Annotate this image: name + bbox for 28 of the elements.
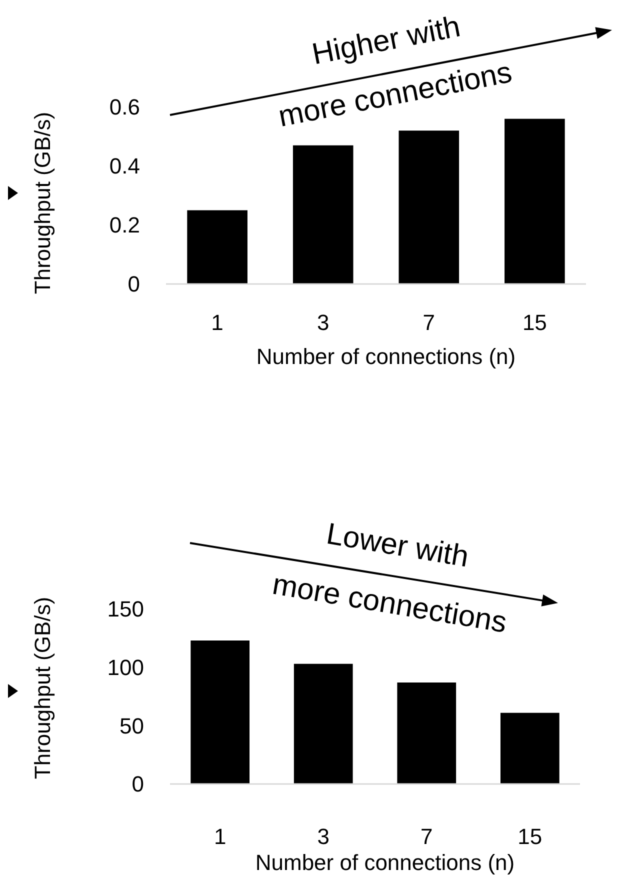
bar bbox=[504, 118, 565, 284]
x-tick-label: 7 bbox=[422, 310, 436, 335]
y-tick-label: 0.6 bbox=[109, 94, 140, 120]
x-axis-title: Number of connections (n) bbox=[255, 850, 515, 875]
y-axis-title: Throughput (GB/s) bbox=[30, 596, 55, 780]
y-tick-label: 150 bbox=[107, 596, 144, 622]
x-tick-label: 3 bbox=[316, 310, 330, 335]
bar bbox=[398, 130, 460, 284]
x-tick-label: 1 bbox=[214, 824, 226, 849]
x-tick-label: 3 bbox=[317, 824, 330, 849]
x-tick-label: 15 bbox=[522, 310, 547, 335]
x-tick-label: 1 bbox=[211, 310, 224, 335]
y-tick-label: 100 bbox=[107, 655, 144, 680]
y-tick-label: 0.4 bbox=[109, 154, 140, 179]
bar bbox=[190, 640, 250, 784]
x-axis-title: Number of connections (n) bbox=[256, 344, 516, 369]
y-axis-title: Throughput (GB/s) bbox=[30, 112, 55, 294]
bar bbox=[294, 664, 353, 784]
x-tick-label: 15 bbox=[518, 824, 542, 849]
bar bbox=[292, 145, 354, 284]
bar bbox=[397, 682, 456, 784]
y-tick-label: 0 bbox=[132, 772, 144, 797]
y-tick-label: 0.2 bbox=[109, 212, 140, 238]
y-tick-label: 0 bbox=[128, 272, 140, 297]
y-tick-label: 50 bbox=[120, 713, 144, 738]
bar bbox=[187, 210, 248, 284]
bar bbox=[500, 712, 560, 784]
x-tick-label: 7 bbox=[420, 824, 433, 849]
